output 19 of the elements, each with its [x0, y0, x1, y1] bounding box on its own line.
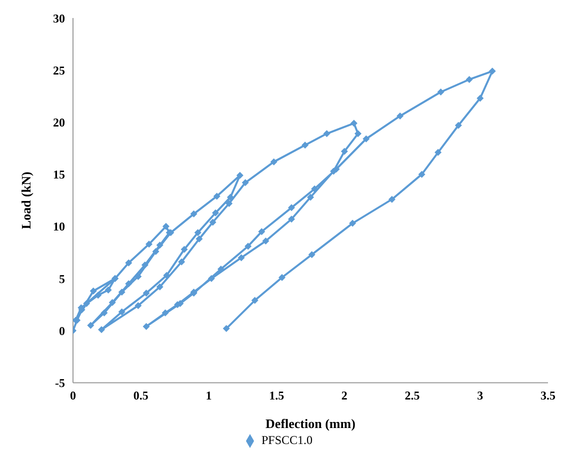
y-tick-label: 0 [59, 324, 65, 338]
x-tick-label: 0 [70, 388, 76, 402]
x-tick-label: 1 [206, 388, 212, 402]
x-tick-label: 2 [341, 388, 348, 402]
y-tick-label: 25 [53, 63, 65, 78]
y-tick-label: 20 [53, 115, 65, 130]
y-tick-label: -5 [55, 376, 65, 390]
y-tick-label: 10 [53, 220, 65, 234]
x-tick-label: 2.5 [404, 388, 420, 402]
legend-label: PFSCC1.0 [261, 432, 313, 447]
x-tick-label: 1.5 [269, 388, 284, 402]
y-tick-label: 30 [53, 11, 65, 26]
x-tick-label: 3 [477, 388, 484, 402]
x-tick-label: 3.5 [540, 388, 556, 402]
y-axis-title: Load (kN) [18, 172, 34, 230]
x-tick-label: 0.5 [133, 388, 148, 402]
x-axis-title: Deflection (mm) [266, 416, 356, 431]
y-tick-label: 15 [53, 168, 65, 182]
y-tick-label: 5 [59, 272, 65, 286]
